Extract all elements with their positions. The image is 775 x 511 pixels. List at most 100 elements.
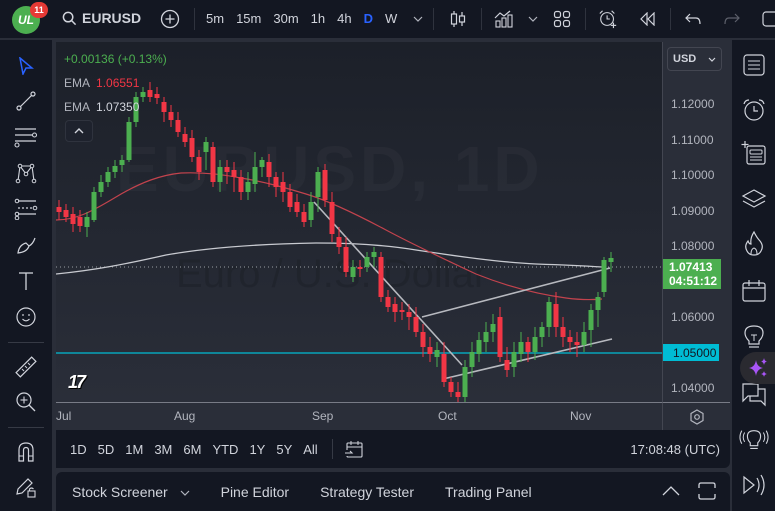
- interval-1h[interactable]: 1h: [310, 11, 326, 26]
- toolbar-divider: [433, 8, 434, 30]
- redo-button[interactable]: [722, 9, 742, 29]
- maximize-panel-button[interactable]: [698, 482, 716, 505]
- trend-line-tool[interactable]: [12, 87, 40, 115]
- timezone-clock[interactable]: 17:08:48 (UTC): [630, 442, 720, 457]
- ideas-button[interactable]: [739, 322, 769, 352]
- emoji-tool[interactable]: [12, 303, 40, 331]
- price-axis[interactable]: USD 1.12000 1.11000 1.10000 1.09000 1.08…: [662, 42, 730, 402]
- chats-button[interactable]: [739, 380, 769, 410]
- tab-stock-screener[interactable]: Stock Screener: [72, 484, 190, 500]
- range-3m[interactable]: 3M: [154, 442, 173, 457]
- horizontal-lines-tool[interactable]: [12, 123, 40, 151]
- chart-pane[interactable]: EURUSD, 1D Euro / U.S. Dollar +0.00136 (…: [56, 42, 662, 402]
- redo-icon: [724, 13, 740, 25]
- price-tick: 1.12000: [671, 97, 715, 111]
- replay-trading-button[interactable]: [739, 470, 769, 500]
- price-tick: 1.06000: [671, 310, 715, 324]
- interval-dropdown[interactable]: [408, 9, 428, 29]
- chart-settings-button[interactable]: [662, 402, 730, 430]
- ema-legend-1[interactable]: EMA 1.06551: [64, 76, 140, 90]
- replay-button[interactable]: [638, 9, 658, 29]
- ema-legend-2[interactable]: EMA 1.07350: [64, 100, 140, 114]
- tab-pine-editor[interactable]: Pine Editor: [220, 484, 290, 500]
- toolbar-divider: [8, 427, 44, 428]
- interval-d[interactable]: D: [363, 11, 373, 26]
- gear-icon: [689, 408, 704, 425]
- fullscreen-button[interactable]: [760, 9, 775, 29]
- range-1y[interactable]: 1Y: [249, 442, 266, 457]
- range-all[interactable]: All: [303, 442, 318, 457]
- chart-legend: +0.00136 (+0.13%) EMA 1.06551 EMA 1.07350: [64, 52, 167, 114]
- ai-assistant-button[interactable]: [740, 352, 775, 384]
- expand-panel-button[interactable]: [662, 484, 680, 502]
- symbol-name: EURUSD: [82, 10, 142, 26]
- indicators-dropdown[interactable]: [523, 9, 543, 29]
- chevron-down-icon: [180, 490, 190, 497]
- list-icon: [743, 54, 765, 76]
- candles-icon: [450, 11, 466, 27]
- compare-symbol-button[interactable]: [160, 9, 180, 29]
- watchlist-button[interactable]: [739, 50, 769, 80]
- range-5d[interactable]: 5D: [97, 442, 115, 457]
- indicators-button[interactable]: [494, 9, 514, 29]
- hotlists-button[interactable]: [739, 228, 769, 258]
- data-window-button[interactable]: [739, 184, 769, 214]
- channel-upper-line: [421, 267, 611, 318]
- toolbar-divider: [670, 8, 671, 30]
- price-tick: 1.10000: [671, 168, 715, 182]
- cursor-tool[interactable]: [12, 52, 40, 80]
- smiley-icon: [16, 307, 36, 327]
- chart-type-button[interactable]: [448, 9, 468, 29]
- goto-date-button[interactable]: [344, 439, 364, 464]
- time-label: Jul: [56, 409, 72, 423]
- interval-5m[interactable]: 5m: [206, 11, 225, 26]
- interval-30m[interactable]: 30m: [273, 11, 299, 26]
- calendar-button[interactable]: [739, 276, 769, 306]
- interval-w[interactable]: W: [384, 11, 398, 26]
- calendar-arrow-icon: [344, 441, 363, 458]
- magnet-tool[interactable]: [12, 438, 40, 466]
- time-label: Sep: [312, 409, 334, 423]
- brush-icon: [17, 237, 36, 254]
- toolbar-divider: [481, 8, 482, 30]
- range-ytd[interactable]: YTD: [212, 442, 239, 457]
- right-widget-bar: [732, 40, 775, 511]
- maximize-icon: [698, 482, 716, 500]
- lightbulb-icon: [744, 325, 764, 348]
- create-alert-button[interactable]: [598, 9, 618, 29]
- date-range-bar: 1D 5D 1M 3M 6M YTD 1Y 5Y All 17:08:48 (U…: [56, 430, 730, 468]
- alerts-button[interactable]: [739, 95, 769, 125]
- tradingview-logo[interactable]: 17: [68, 372, 86, 392]
- lock-drawings-tool[interactable]: [12, 473, 40, 501]
- interval-15m[interactable]: 15m: [236, 11, 262, 26]
- interval-4h[interactable]: 4h: [337, 11, 352, 26]
- trend-line-icon: [16, 91, 36, 111]
- collapse-legend-button[interactable]: [65, 120, 93, 142]
- fibonacci-icon: [14, 198, 38, 220]
- range-1d[interactable]: 1D: [70, 442, 87, 457]
- layouts-button[interactable]: [552, 9, 572, 29]
- measure-tool[interactable]: [12, 353, 40, 381]
- tab-strategy-tester[interactable]: Strategy Tester: [320, 484, 414, 500]
- symbol-search[interactable]: EURUSD: [62, 10, 141, 26]
- text-tool[interactable]: [12, 267, 40, 295]
- range-1m[interactable]: 1M: [125, 442, 144, 457]
- object-tree-button[interactable]: [739, 138, 769, 168]
- chevron-up-icon: [74, 128, 84, 134]
- calendar-icon: [742, 280, 766, 302]
- zoom-in-icon: [16, 392, 36, 412]
- tab-trading-panel[interactable]: Trading Panel: [445, 484, 532, 500]
- range-6m[interactable]: 6M: [183, 442, 202, 457]
- range-5y[interactable]: 5Y: [276, 442, 293, 457]
- undo-button[interactable]: [683, 9, 703, 29]
- streams-button[interactable]: [739, 425, 769, 455]
- fib-tool[interactable]: [12, 195, 40, 223]
- zoom-tool[interactable]: [12, 388, 40, 416]
- ema-fast-line: [56, 172, 603, 301]
- time-axis[interactable]: Jul Aug Sep Oct Nov: [56, 402, 662, 430]
- pattern-tool[interactable]: [12, 159, 40, 187]
- layers-icon: [741, 189, 767, 208]
- currency-selector[interactable]: USD: [667, 47, 722, 71]
- time-label: Nov: [570, 409, 592, 423]
- brush-tool[interactable]: [12, 231, 40, 259]
